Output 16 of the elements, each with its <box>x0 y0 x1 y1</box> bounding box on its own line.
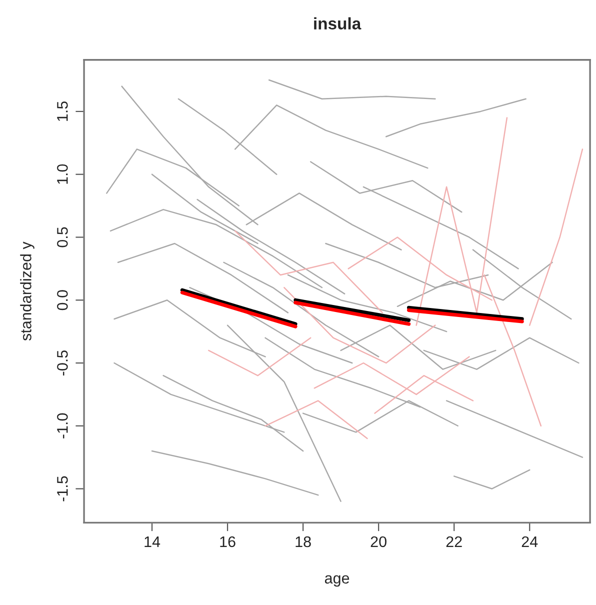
x-tick-label: 24 <box>522 536 538 547</box>
x-tick-label: 20 <box>370 536 386 548</box>
y-tick-label: 1.5 <box>57 101 68 121</box>
y-tick-label: -0.5 <box>57 350 68 376</box>
x-tick-label: 14 <box>144 536 160 547</box>
x-axis-title: age <box>324 575 350 587</box>
x-tick-label: 18 <box>296 536 311 548</box>
y-tick-label: 0.5 <box>57 227 68 248</box>
y-tick-label: -1.0 <box>57 413 68 438</box>
x-tick-label: 16 <box>220 536 236 548</box>
y-tick-label: -1.5 <box>57 476 68 502</box>
y-tick-label: 0.0 <box>57 290 68 310</box>
y-tick-label: 1.0 <box>57 164 68 184</box>
y-axis-title: standardized y <box>20 242 34 341</box>
chart-title: insula <box>314 17 362 30</box>
x-tick-label: 22 <box>446 536 462 547</box>
